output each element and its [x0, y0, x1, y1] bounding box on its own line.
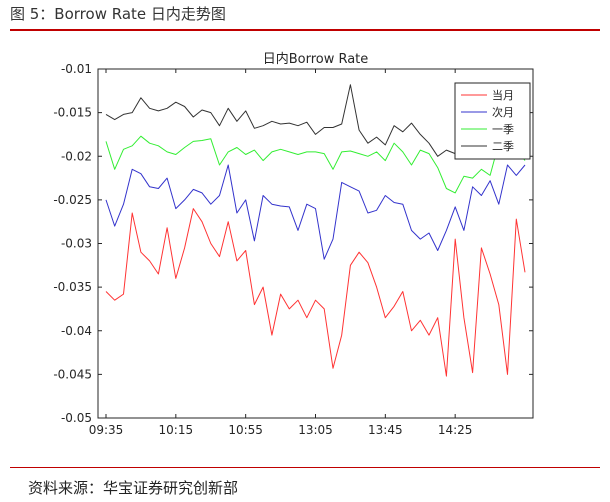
x-axis: 09:35 10:15 10:55 13:05 13:45 14:25: [89, 69, 473, 437]
x-tick-label: 10:15: [159, 423, 194, 437]
x-tick-label: 13:45: [368, 423, 403, 437]
legend-label: 一季: [492, 123, 514, 136]
series-line-0: [105, 208, 526, 377]
y-tick-label: -0.025: [53, 193, 92, 207]
legend-label: 次月: [492, 105, 514, 119]
series-line-2: [105, 135, 526, 194]
chart-title: 日内Borrow Rate: [263, 51, 369, 67]
y-tick-label: -0.03: [61, 237, 92, 251]
figure-caption: 图 5：Borrow Rate 日内走势图: [10, 5, 226, 23]
line-chart: 日内Borrow Rate -0.01-0.015-0.02-0.025-0.0…: [53, 51, 534, 437]
x-tick-label: 13:05: [298, 423, 333, 437]
y-tick-label: -0.035: [53, 280, 92, 294]
legend-label: 当月: [492, 88, 514, 102]
y-tick-label: -0.045: [53, 367, 92, 381]
bottom-rule: [10, 467, 600, 468]
y-tick-label: -0.05: [61, 411, 92, 425]
top-rule: [10, 29, 600, 31]
y-tick-label: -0.02: [61, 149, 92, 163]
x-tick-label: 10:55: [228, 423, 263, 437]
source-note: 资料来源：华宝证券研究创新部: [28, 479, 239, 497]
legend-label: 二季: [492, 140, 514, 153]
x-tick-label: 09:35: [89, 423, 124, 437]
y-tick-label: -0.01: [61, 62, 92, 76]
y-axis: -0.01 -0.015 -0.02 -0.025 -0.03 -0.035 -0.04 -0…: [53, 62, 533, 425]
series-line-1: [105, 164, 526, 260]
y-tick-label: -0.015: [53, 106, 92, 120]
x-tick-label: 14:25: [438, 423, 473, 437]
y-tick-label: -0.04: [61, 324, 92, 338]
